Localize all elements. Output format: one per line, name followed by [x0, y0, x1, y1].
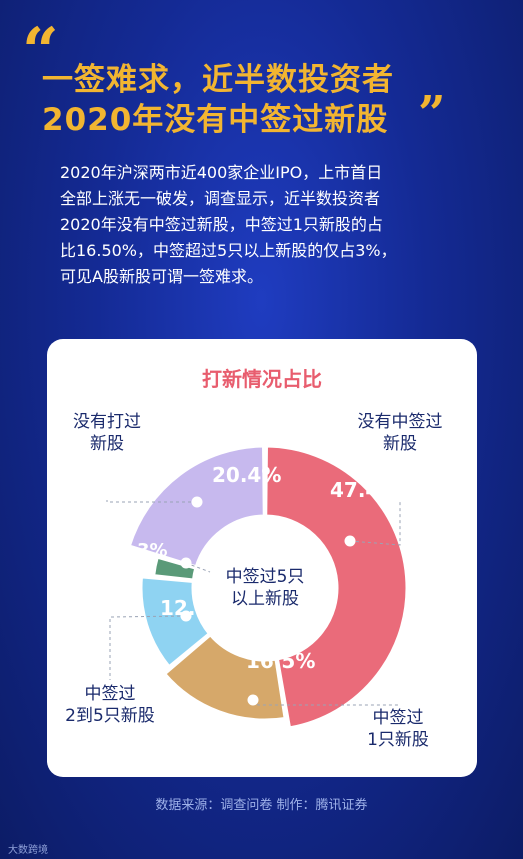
slice-category-label: 2到5只新股: [65, 706, 155, 726]
body-line: 2020年沪深两市近400家企业IPO，上市首日: [60, 163, 383, 182]
donut-slice: [152, 555, 198, 582]
slice-category-label: 没有中签过: [358, 412, 443, 432]
slice-category-label: 新股: [90, 434, 124, 454]
body-line: 比16.50%，中签超过5只以上新股的仅占3%，: [60, 241, 397, 260]
body-line: 可见A股新股可谓一签难求。: [60, 267, 263, 286]
slice-category-label: 1只新股: [367, 730, 429, 750]
slice-marker-dot: [247, 694, 259, 706]
watermark: 大数跨境: [8, 845, 48, 856]
slice-marker-dot: [180, 557, 192, 569]
headline: 一签难求，近半数投资者 2020年没有中签过新股: [42, 60, 502, 140]
slice-category-label: 新股: [383, 434, 417, 454]
slice-category-label: 中签过5只: [226, 567, 305, 587]
body-line: 全部上涨无一破发，调查显示，近半数投资者: [60, 189, 381, 208]
slice-category-label: 中签过: [373, 708, 424, 728]
slice-value-label: 47.4%: [330, 478, 399, 502]
chart-title: 打新情况占比: [202, 367, 322, 391]
slice-marker-dot: [344, 535, 356, 547]
slice-value-label: 20.4%: [212, 463, 281, 487]
headline-line-2: 2020年没有中签过新股: [42, 102, 389, 138]
leader-line: [349, 500, 401, 546]
leader-line: [106, 500, 197, 503]
body-line: 2020年没有中签过新股，中签过1只新股的占: [60, 215, 383, 234]
slice-value-label: 16.5%: [246, 649, 315, 673]
headline-line-1: 一签难求，近半数投资者: [42, 62, 394, 98]
slice-category-label: 中签过: [85, 684, 136, 704]
body-paragraph: 2020年沪深两市近400家企业IPO，上市首日 全部上涨无一破发，调查显示，近…: [60, 160, 510, 290]
slice-category-label: 以上新股: [231, 589, 299, 609]
slice-category-label: 没有打过: [73, 412, 141, 432]
close-quote-mark: ”: [418, 86, 446, 142]
leader-line: [109, 615, 187, 680]
slice-value-label: 12.7%: [160, 596, 229, 620]
open-quote-mark: “: [22, 14, 59, 89]
slice-marker-dot: [191, 496, 203, 508]
leader-line: [185, 562, 211, 573]
slice-marker-dot: [180, 610, 192, 622]
data-source-note: 数据来源：调查问卷 制作：腾讯证券: [155, 798, 368, 813]
donut-slice: [139, 575, 212, 669]
donut-slice: [264, 444, 409, 730]
slice-value-label: 3%: [137, 540, 168, 561]
